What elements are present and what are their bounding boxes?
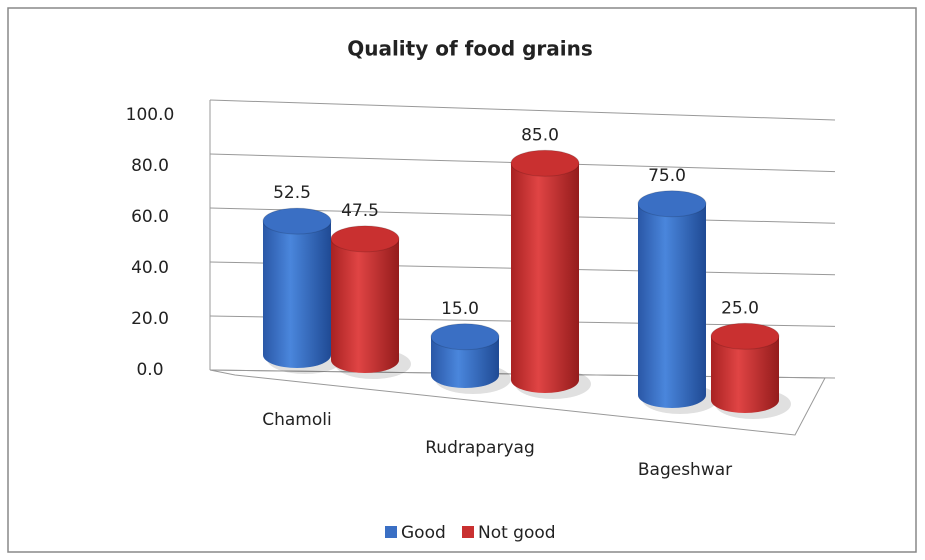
legend-swatch — [385, 526, 397, 538]
legend-label: Not good — [478, 523, 556, 543]
data-label: 25.0 — [721, 298, 759, 318]
legend-label: Good — [401, 523, 446, 543]
bar-top — [430, 323, 500, 351]
bar — [511, 163, 579, 393]
chart-frame — [7, 7, 917, 553]
y-tick-label: 0.0 — [136, 360, 163, 380]
x-tick-label: Rudraparyag — [425, 438, 535, 458]
y-tick-label: 20.0 — [131, 309, 169, 329]
legend-swatch — [462, 526, 474, 538]
data-label: 75.0 — [648, 166, 686, 186]
bar — [431, 336, 499, 388]
y-tick-label: 60.0 — [131, 207, 169, 227]
data-label: 15.0 — [441, 299, 479, 319]
bar-top — [330, 225, 400, 253]
data-label: 47.5 — [341, 201, 379, 221]
bar-top — [262, 207, 332, 235]
chart-title: Quality of food grains — [347, 37, 593, 61]
y-tick-label: 40.0 — [131, 258, 169, 278]
bar-top — [510, 149, 580, 177]
bar — [638, 203, 706, 408]
bar — [331, 238, 399, 373]
y-tick-label: 80.0 — [131, 156, 169, 176]
x-tick-label: Bageshwar — [638, 460, 732, 480]
bar-top — [710, 322, 780, 350]
bar — [711, 336, 779, 413]
data-label: 85.0 — [521, 125, 559, 145]
bar — [263, 221, 331, 368]
data-label: 52.5 — [273, 183, 311, 203]
grid-line — [209, 99, 836, 121]
y-tick-label: 100.0 — [126, 105, 175, 125]
bar-top — [637, 190, 707, 218]
x-tick-label: Chamoli — [262, 410, 331, 430]
